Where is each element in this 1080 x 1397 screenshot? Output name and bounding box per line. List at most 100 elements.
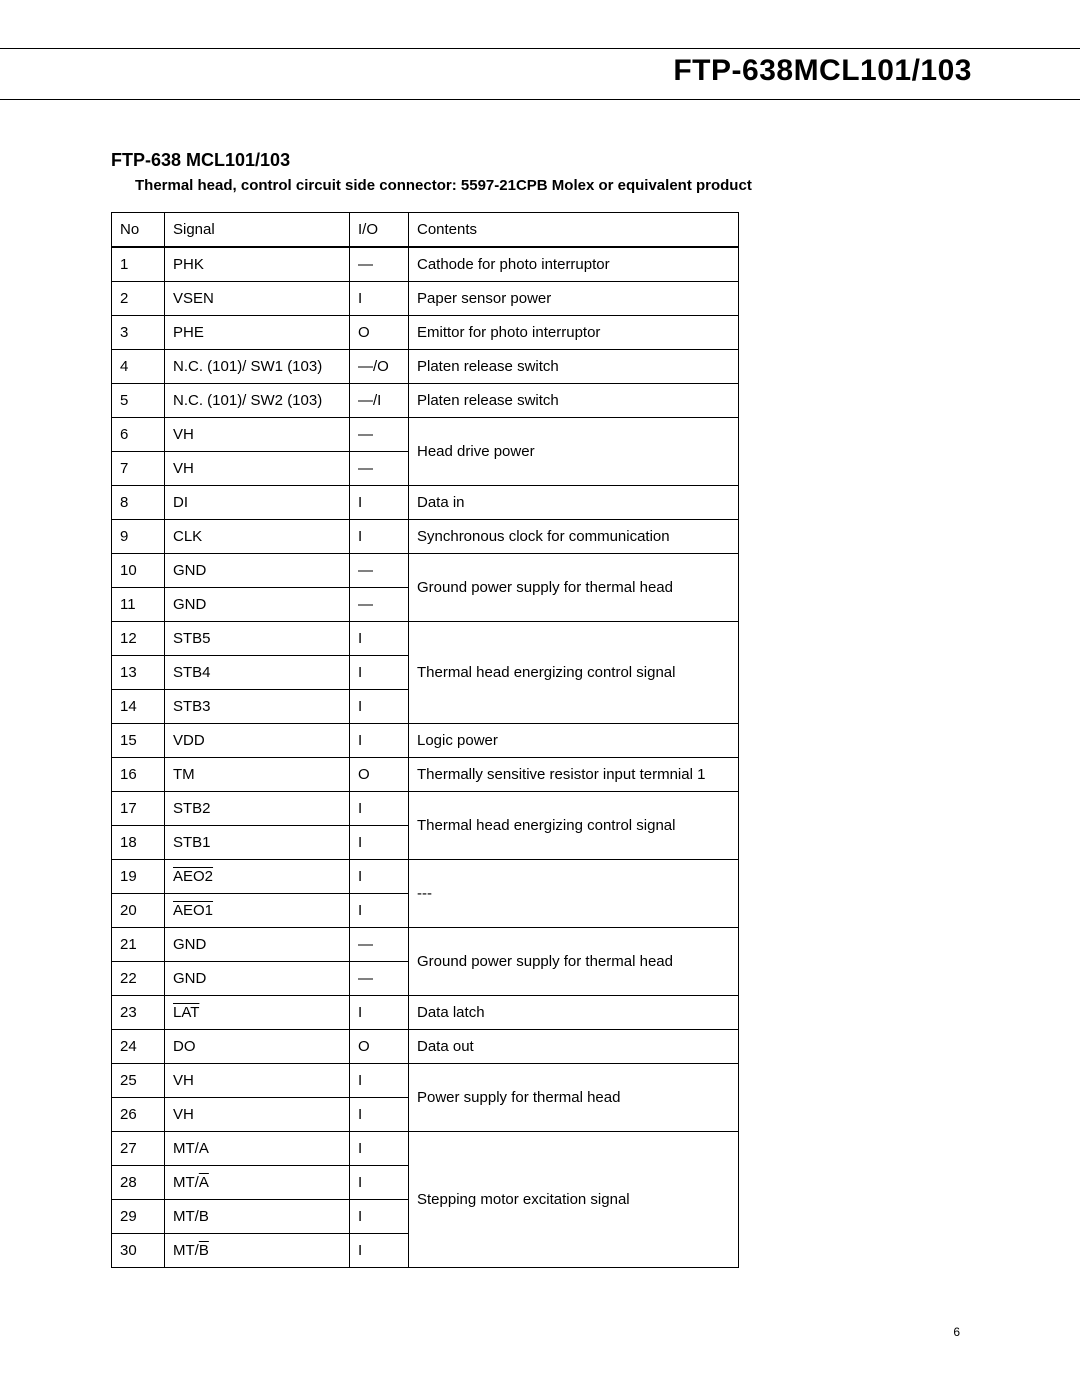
cell-io: —/I [350,384,409,418]
table-row: 4N.C. (101)/ SW1 (103)—/OPlaten release … [112,350,739,384]
cell-io: I [350,1132,409,1166]
cell-signal: TM [165,758,350,792]
cell-no: 12 [112,622,165,656]
cell-signal: LAT [165,996,350,1030]
cell-signal: VH [165,1098,350,1132]
cell-io: I [350,996,409,1030]
cell-no: 16 [112,758,165,792]
col-io-header: I/O [350,213,409,248]
cell-no: 4 [112,350,165,384]
cell-io: I [350,690,409,724]
page-header-title: FTP-638MCL101/103 [673,54,972,88]
cell-no: 3 [112,316,165,350]
col-sig-header: Signal [165,213,350,248]
header-rule-bottom [0,99,1080,100]
cell-signal: GND [165,588,350,622]
cell-signal: PHE [165,316,350,350]
cell-contents: Thermally sensitive resistor input termn… [409,758,739,792]
cell-signal: STB3 [165,690,350,724]
cell-contents: Thermal head energizing control signal [409,622,739,724]
cell-no: 6 [112,418,165,452]
table-row: 16TMOThermally sensitive resistor input … [112,758,739,792]
table-row: 15VDDILogic power [112,724,739,758]
cell-no: 21 [112,928,165,962]
cell-no: 1 [112,247,165,282]
cell-signal: MT/A [165,1132,350,1166]
cell-no: 23 [112,996,165,1030]
cell-contents: Thermal head energizing control signal [409,792,739,860]
cell-contents: Ground power supply for thermal head [409,554,739,622]
cell-io: O [350,1030,409,1064]
cell-contents: Platen release switch [409,384,739,418]
cell-contents: Platen release switch [409,350,739,384]
cell-no: 28 [112,1166,165,1200]
table-row: 6VH—Head drive power [112,418,739,452]
cell-no: 5 [112,384,165,418]
cell-signal: AEO2 [165,860,350,894]
cell-io: — [350,962,409,996]
cell-io: I [350,1064,409,1098]
section-subtitle: Thermal head, control circuit side conne… [135,177,972,194]
cell-contents: Stepping motor excitation signal [409,1132,739,1268]
cell-io: I [350,486,409,520]
cell-io: I [350,1234,409,1268]
cell-signal: PHK [165,247,350,282]
cell-no: 26 [112,1098,165,1132]
cell-io: I [350,282,409,316]
cell-signal: VH [165,1064,350,1098]
cell-contents: Logic power [409,724,739,758]
cell-io: — [350,247,409,282]
cell-signal: VSEN [165,282,350,316]
col-no-header: No [112,213,165,248]
cell-io: — [350,452,409,486]
cell-no: 2 [112,282,165,316]
cell-io: I [350,520,409,554]
cell-io: I [350,1166,409,1200]
cell-contents: Power supply for thermal head [409,1064,739,1132]
cell-contents: --- [409,860,739,928]
cell-no: 22 [112,962,165,996]
cell-io: I [350,1098,409,1132]
cell-contents: Emittor for photo interruptor [409,316,739,350]
cell-io: I [350,860,409,894]
cell-contents: Paper sensor power [409,282,739,316]
cell-no: 19 [112,860,165,894]
content: FTP-638 MCL101/103 Thermal head, control… [111,150,972,1268]
cell-no: 8 [112,486,165,520]
table-row: 19AEO2I--- [112,860,739,894]
cell-io: — [350,928,409,962]
cell-contents: Cathode for photo interruptor [409,247,739,282]
cell-no: 25 [112,1064,165,1098]
cell-signal: STB1 [165,826,350,860]
page: FTP-638MCL101/103 FTP-638 MCL101/103 The… [0,0,1080,1397]
cell-no: 30 [112,1234,165,1268]
table-row: 12STB5IThermal head energizing control s… [112,622,739,656]
cell-io: O [350,758,409,792]
table-row: 8DIIData in [112,486,739,520]
cell-no: 20 [112,894,165,928]
cell-io: — [350,588,409,622]
table-row: 25VHIPower supply for thermal head [112,1064,739,1098]
cell-signal: MT/A [165,1166,350,1200]
cell-no: 10 [112,554,165,588]
cell-signal: DI [165,486,350,520]
cell-io: I [350,622,409,656]
cell-contents: Data latch [409,996,739,1030]
cell-no: 14 [112,690,165,724]
table-row: 5N.C. (101)/ SW2 (103)—/IPlaten release … [112,384,739,418]
table-row: 9CLKISynchronous clock for communication [112,520,739,554]
cell-signal: VDD [165,724,350,758]
cell-no: 17 [112,792,165,826]
table-row: 2VSENIPaper sensor power [112,282,739,316]
cell-io: I [350,1200,409,1234]
cell-signal: STB4 [165,656,350,690]
cell-signal: GND [165,554,350,588]
cell-io: I [350,656,409,690]
table-row: 10GND—Ground power supply for thermal he… [112,554,739,588]
table-row: 24DOOData out [112,1030,739,1064]
cell-io: I [350,894,409,928]
cell-contents: Head drive power [409,418,739,486]
col-cont-header: Contents [409,213,739,248]
cell-contents: Ground power supply for thermal head [409,928,739,996]
cell-no: 13 [112,656,165,690]
